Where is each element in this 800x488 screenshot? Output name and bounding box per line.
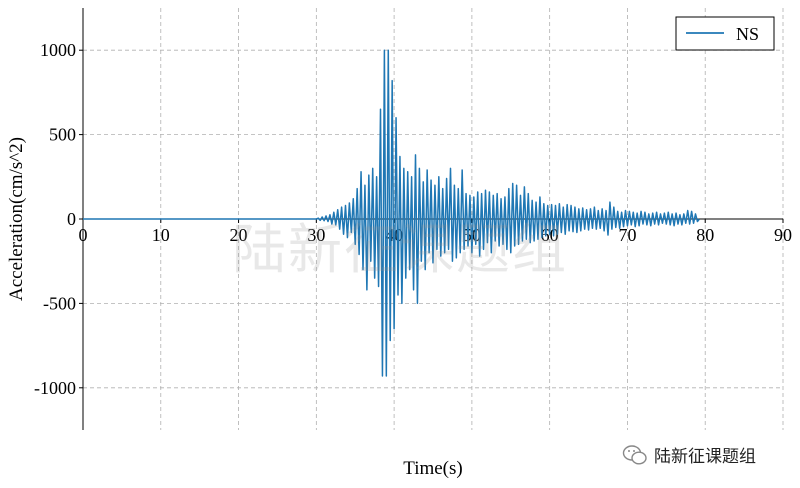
credit-text: 陆新征课题组 [654, 447, 756, 467]
y-axis-label: Acceleration(cm/s^2) [6, 137, 27, 301]
x-tick-label: 30 [307, 225, 325, 245]
x-tick-label: 90 [774, 225, 792, 245]
y-tick-label: 0 [67, 209, 76, 229]
x-tick-label: 0 [79, 225, 88, 245]
legend: NS [675, 16, 775, 51]
series-line-ns [83, 49, 700, 377]
y-tick-label: 500 [49, 125, 76, 145]
x-axis-label: Time(s) [403, 458, 462, 479]
series-layer [83, 49, 700, 377]
legend-label: NS [736, 24, 759, 44]
y-tick-label: -500 [43, 293, 76, 313]
y-tick-label: 1000 [40, 40, 76, 60]
x-tick-label: 80 [696, 225, 714, 245]
x-tick-label: 20 [230, 225, 248, 245]
wechat-icon [622, 444, 647, 465]
x-tick-label: 70 [618, 225, 636, 245]
credit: 陆新征课题组 [622, 442, 756, 467]
y-tick-label: -1000 [34, 378, 76, 398]
watermark: 陆新征课题组 [232, 218, 568, 281]
x-tick-label: 10 [152, 225, 170, 245]
